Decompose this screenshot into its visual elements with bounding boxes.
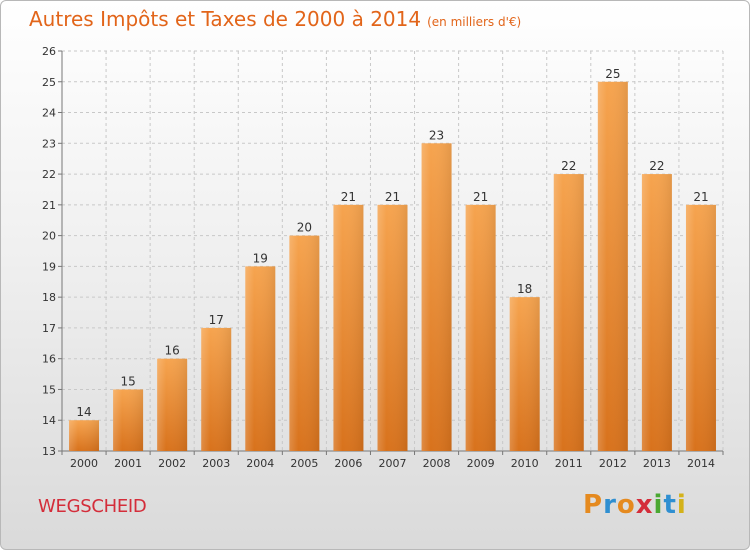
y-tick-label: 14 <box>42 414 56 427</box>
x-tick-label-2007: 2007 <box>379 457 407 470</box>
bar-shade-2002 <box>157 359 187 451</box>
value-label-2013: 22 <box>649 159 664 173</box>
bar-shade-2005 <box>289 236 319 451</box>
bar-shade-2006 <box>333 205 363 451</box>
x-tick-label-2011: 2011 <box>555 457 583 470</box>
x-tick-label-2005: 2005 <box>290 457 318 470</box>
bar-shade-2010 <box>510 297 540 451</box>
x-tick-label-2010: 2010 <box>511 457 539 470</box>
value-label-2006: 21 <box>341 190 356 204</box>
x-tick-label-2014: 2014 <box>687 457 715 470</box>
value-label-2008: 23 <box>429 128 444 142</box>
value-label-2002: 16 <box>165 344 180 358</box>
logo-letter: x <box>636 490 654 520</box>
x-tick-label-2003: 2003 <box>202 457 230 470</box>
logo-letter: i <box>654 490 664 520</box>
logo-letter: P <box>583 490 603 520</box>
bar-shade-2014 <box>686 205 716 451</box>
y-tick-label: 13 <box>42 445 56 458</box>
logo-letter: r <box>603 490 617 520</box>
y-tick-label: 20 <box>42 230 56 243</box>
bar-shade-2004 <box>245 266 275 451</box>
x-tick-label-2009: 2009 <box>467 457 495 470</box>
bar-shade-2001 <box>113 389 143 451</box>
logo-letter: t <box>663 490 676 520</box>
y-tick-label: 24 <box>42 107 56 120</box>
bar-shade-2012 <box>598 82 628 451</box>
value-label-2003: 17 <box>209 313 224 327</box>
value-label-2014: 21 <box>693 190 708 204</box>
value-label-2009: 21 <box>473 190 488 204</box>
value-label-2004: 19 <box>253 251 268 265</box>
x-tick-label-2002: 2002 <box>158 457 186 470</box>
bar-shade-2003 <box>201 328 231 451</box>
bar-shade-2011 <box>554 174 584 451</box>
commune-name: WEGSCHEID <box>38 496 147 517</box>
value-label-2007: 21 <box>385 190 400 204</box>
y-tick-label: 16 <box>42 353 56 366</box>
value-label-2010: 18 <box>517 282 532 296</box>
bar-shade-2007 <box>378 205 408 451</box>
proxiti-logo: Proxiti <box>583 490 687 520</box>
y-tick-label: 26 <box>42 45 56 58</box>
x-tick-label-2013: 2013 <box>643 457 671 470</box>
value-label-2000: 14 <box>76 405 91 419</box>
bar-shade-2013 <box>642 174 672 451</box>
x-tick-label-2008: 2008 <box>423 457 451 470</box>
y-tick-label: 15 <box>42 383 56 396</box>
y-tick-label: 21 <box>42 199 56 212</box>
y-tick-label: 23 <box>42 137 56 150</box>
value-label-2011: 22 <box>561 159 576 173</box>
logo-letter: o <box>617 490 636 520</box>
value-label-2012: 25 <box>605 67 620 81</box>
y-tick-label: 19 <box>42 260 56 273</box>
y-tick-label: 17 <box>42 322 56 335</box>
bar-shade-2009 <box>466 205 496 451</box>
y-tick-label: 22 <box>42 168 56 181</box>
x-tick-label-2000: 2000 <box>70 457 98 470</box>
x-tick-label-2001: 2001 <box>114 457 142 470</box>
bar-shade-2000 <box>69 420 99 451</box>
logo-letter: i <box>677 490 687 520</box>
x-tick-label-2004: 2004 <box>246 457 274 470</box>
value-label-2001: 15 <box>120 374 135 388</box>
value-label-2005: 20 <box>297 221 312 235</box>
x-tick-label-2012: 2012 <box>599 457 627 470</box>
y-tick-label: 18 <box>42 291 56 304</box>
x-tick-label-2006: 2006 <box>334 457 362 470</box>
y-tick-label: 25 <box>42 76 56 89</box>
bar-shade-2008 <box>422 143 452 451</box>
